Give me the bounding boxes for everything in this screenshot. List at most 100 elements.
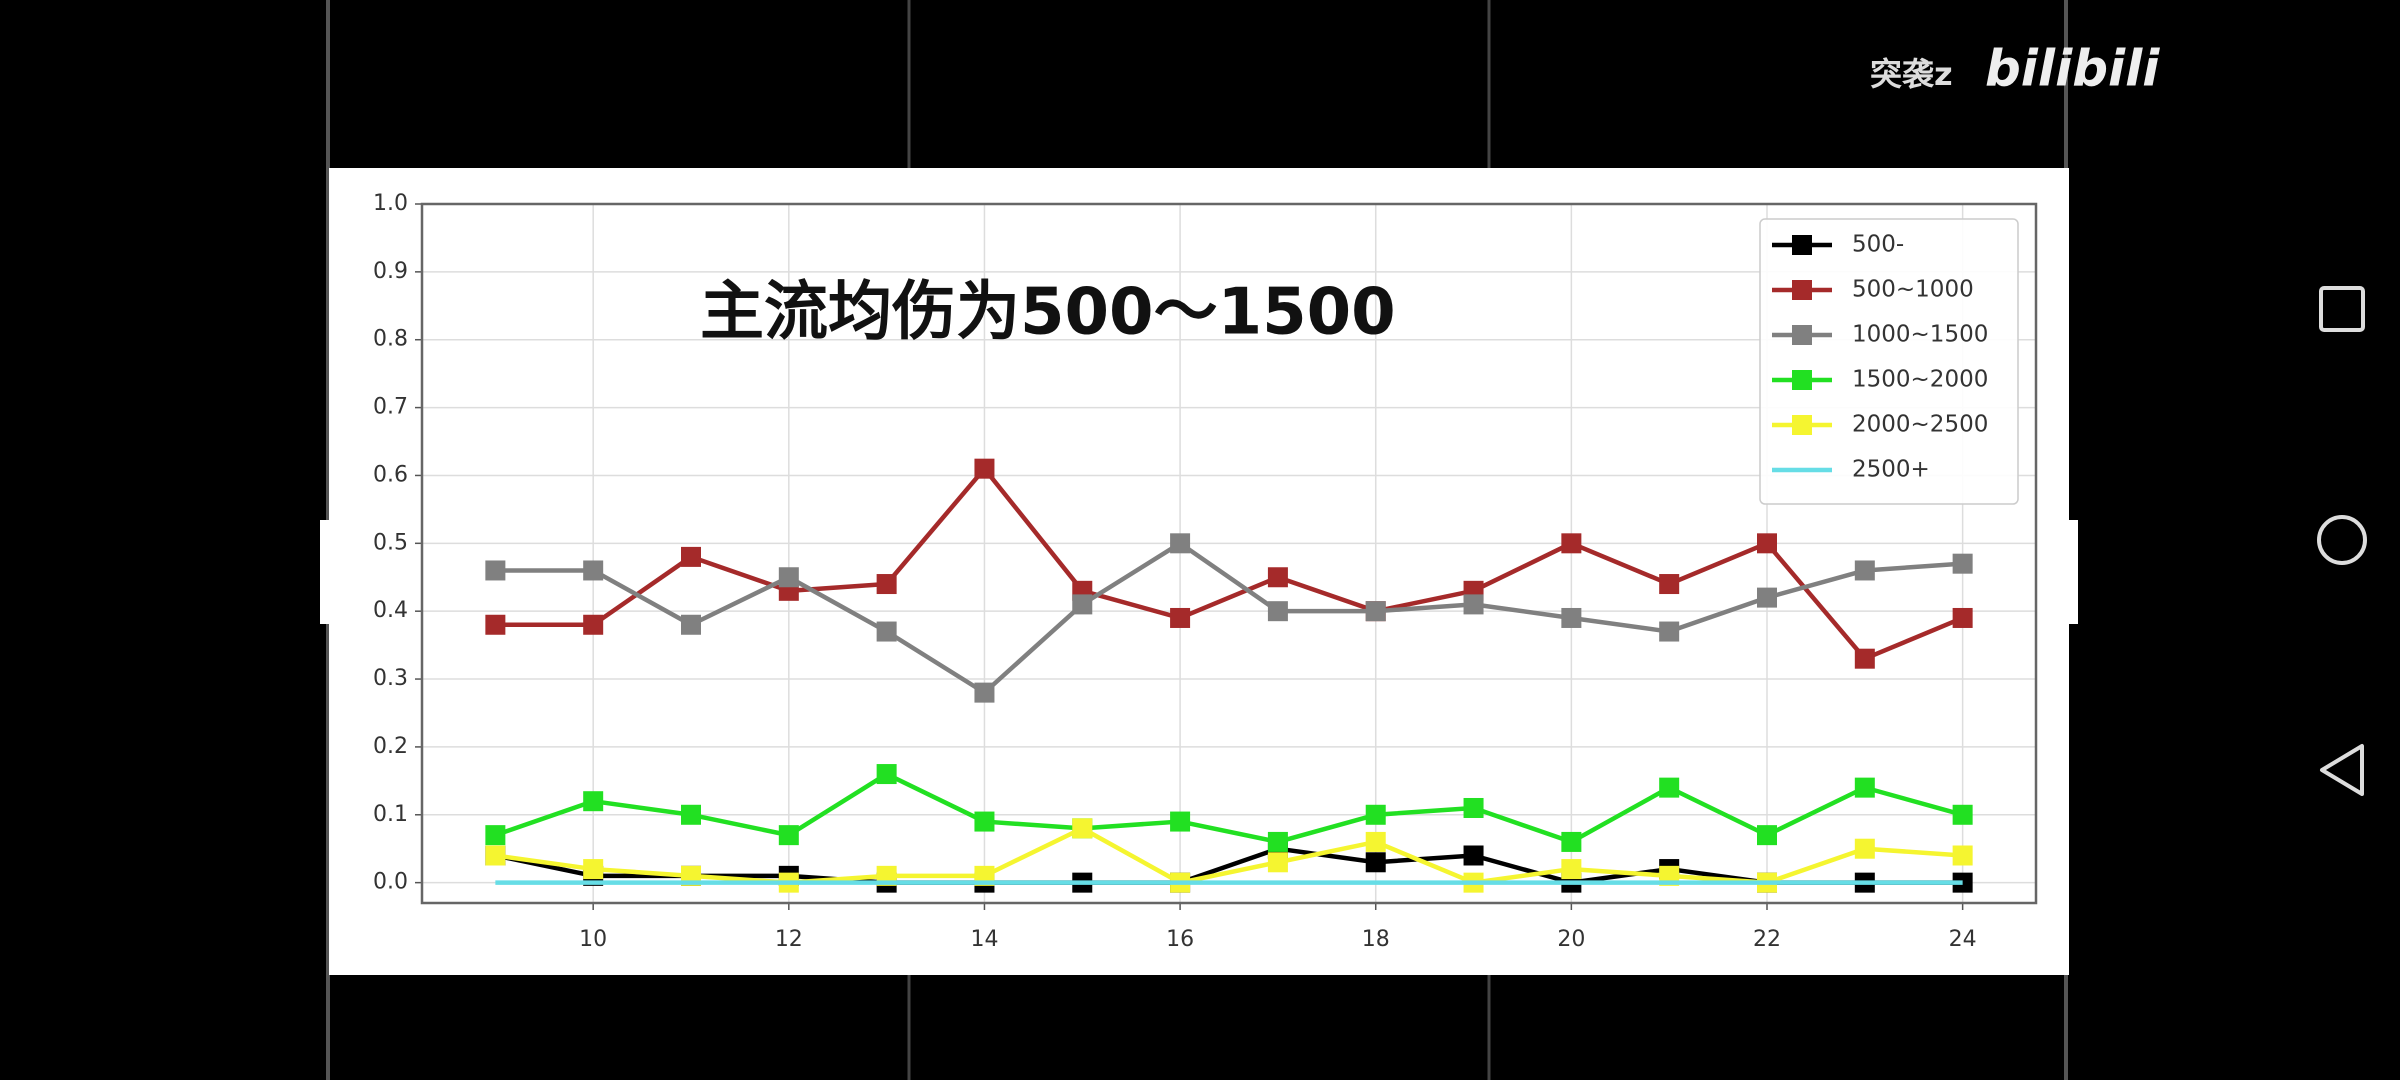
- data-point: [1365, 831, 1386, 852]
- data-point: [1463, 797, 1484, 818]
- legend-marker: [1792, 235, 1812, 255]
- data-point: [1365, 804, 1386, 825]
- data-point: [778, 825, 799, 846]
- plot-frame: [420, 202, 2038, 905]
- data-point: [876, 621, 897, 642]
- data-point: [1561, 859, 1582, 880]
- data-point: [876, 574, 897, 595]
- legend-marker: [1792, 415, 1812, 435]
- series-line: [494, 846, 1963, 885]
- panel-tab: [320, 520, 332, 624]
- data-point: [485, 825, 506, 846]
- y-tick-label: 0.8: [373, 327, 408, 352]
- nav-recent[interactable]: [2319, 286, 2365, 332]
- data-point: [485, 614, 506, 635]
- data-point: [876, 764, 897, 785]
- x-tick-label: 18: [1362, 927, 1390, 952]
- data-point: [1267, 601, 1288, 622]
- data-point: [1463, 845, 1484, 866]
- x-tick-label: 22: [1753, 927, 1781, 952]
- data-point: [1952, 553, 1973, 574]
- x-tick-label: 12: [775, 927, 803, 952]
- data-point: [778, 567, 799, 588]
- data-point: [583, 560, 604, 581]
- data-point: [1267, 567, 1288, 588]
- y-tick-label: 0.0: [373, 870, 408, 895]
- x-tick-label: 14: [970, 927, 998, 952]
- legend-marker: [1792, 325, 1812, 345]
- data-point: [1854, 560, 1875, 581]
- series-line: [494, 771, 1964, 845]
- data-point: [1463, 594, 1484, 615]
- data-point: [681, 614, 701, 635]
- data-point: [583, 614, 604, 635]
- data-point: [1854, 648, 1875, 669]
- data-point: [485, 560, 506, 581]
- data-point: [1561, 533, 1582, 554]
- legend-marker: [1792, 370, 1812, 390]
- data-point: [1659, 777, 1680, 798]
- data-point: [1854, 838, 1875, 859]
- data-point: [1072, 594, 1093, 615]
- data-point: [1659, 574, 1680, 595]
- data-point: [1757, 587, 1777, 608]
- chart: 0.0 0.1 0.2 0.3 0.4 0.5 0.6 0.7 0.8 0.9 1.0 10 12 14 1…: [373, 191, 2038, 952]
- data-point: [681, 804, 701, 825]
- y-tick-label: 0.5: [373, 530, 408, 555]
- data-point: [1952, 845, 1973, 866]
- data-point: [1072, 818, 1093, 839]
- data-point: [974, 458, 995, 479]
- data-point: [1267, 831, 1288, 852]
- x-tick-label: 20: [1557, 927, 1585, 952]
- data-point: [1561, 607, 1582, 628]
- legend-marker: [1792, 280, 1812, 300]
- data-point: [1757, 533, 1777, 554]
- data-point: [1170, 533, 1191, 554]
- data-point: [1365, 852, 1386, 873]
- data-point: [1170, 607, 1191, 628]
- series-line: [495, 466, 1964, 661]
- annotation: 主流均伤为500～1500: [700, 276, 1396, 350]
- x-tick-label: 16: [1166, 927, 1194, 952]
- data-point: [681, 546, 701, 567]
- data-point: [1952, 804, 1973, 825]
- x-tick-label: 24: [1949, 927, 1977, 952]
- data-point: [583, 791, 604, 812]
- y-tick-label: 0.1: [373, 802, 408, 827]
- legend-label: 500-: [1852, 232, 1904, 258]
- data-point: [1267, 852, 1288, 873]
- data-point: [1952, 607, 1973, 628]
- data-point: [1365, 601, 1386, 622]
- data-point: [1854, 777, 1875, 798]
- data-point: [1757, 825, 1777, 846]
- series-line: [495, 826, 1963, 885]
- y-tick-label: 0.7: [373, 395, 408, 420]
- data-point: [485, 845, 506, 866]
- legend-label: 2000~2500: [1852, 412, 1988, 438]
- series-line: [495, 541, 1963, 695]
- y-tick-label: 1.0: [373, 191, 408, 216]
- watermark-user: 突袭z: [1870, 55, 1953, 93]
- y-tick-label: 0.3: [373, 666, 408, 691]
- y-tick-label: 0.9: [373, 259, 408, 284]
- nav-home[interactable]: [2317, 515, 2367, 565]
- y-tick-label: 0.4: [373, 598, 408, 623]
- legend-label: 2500+: [1852, 457, 1930, 483]
- y-tick-label: 0.6: [373, 462, 408, 487]
- legend-label: 1500~2000: [1852, 367, 1988, 393]
- x-tick-label: 10: [579, 927, 607, 952]
- data-point: [1170, 811, 1191, 832]
- y-tick-label: 0.2: [373, 734, 408, 759]
- legend-label: 500~1000: [1852, 277, 1974, 303]
- panel-tab: [2066, 520, 2078, 624]
- legend-label: 1000~1500: [1852, 322, 1988, 348]
- data-point: [1659, 621, 1680, 642]
- data-point: [974, 811, 995, 832]
- data-point: [1561, 831, 1582, 852]
- data-point: [583, 859, 604, 880]
- nav-back[interactable]: [2320, 744, 2364, 796]
- data-point: [974, 682, 995, 703]
- watermark-logo: bilibili: [1985, 40, 2160, 98]
